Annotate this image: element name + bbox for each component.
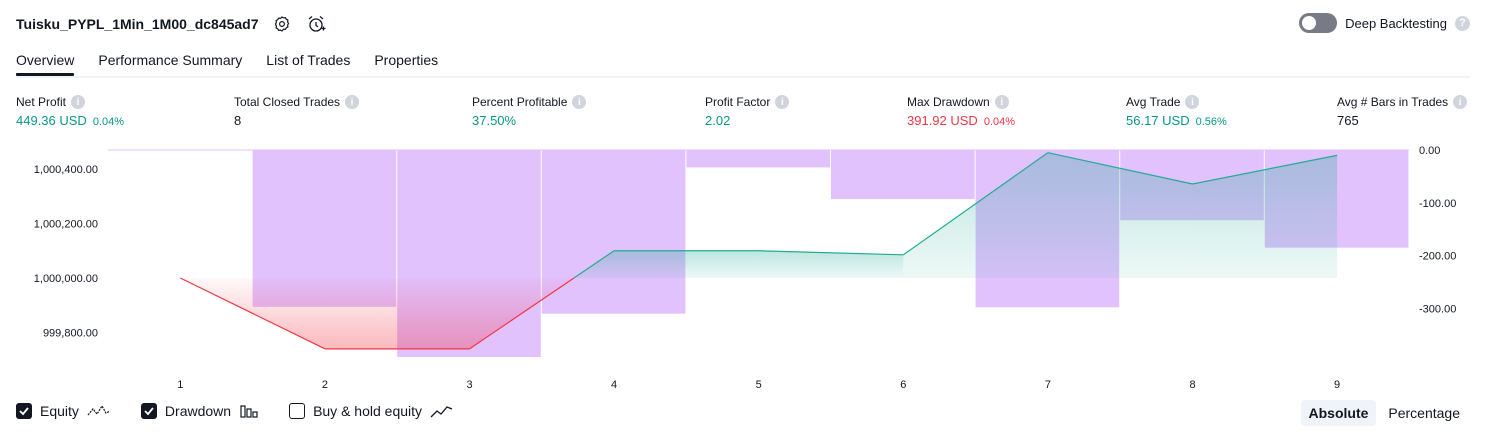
info-icon[interactable]: i [994,95,1009,109]
absolute-button[interactable]: Absolute [1300,400,1377,426]
equity-line-segment [902,152,1049,256]
equity-profit-area [758,250,904,278]
equity-profit-area [903,152,1048,278]
strategy-name: Tuisku_PYPL_1Min_1M00_dc845ad7 [16,16,259,32]
drawdown-bar [541,150,686,314]
legend-buy-hold-equity[interactable]: Buy & hold equity [289,403,454,419]
x-axis-tick: 9 [1334,379,1340,391]
x-axis-tick: 6 [900,379,906,391]
metric-avg-bars-in-trades: Avg # Bars in Trades i 765 [1337,94,1468,128]
metric-value: 2.02 [705,113,731,128]
equity-line-segment [758,250,904,256]
settings-icon[interactable] [271,13,293,35]
metric-avg-trade: Avg Trade i 56.17 USD 0.56% [1126,95,1227,128]
alarm-add-icon[interactable] [305,13,327,35]
x-axis-tick: 2 [322,379,328,391]
equity-loss-segment [180,277,326,350]
equity-profit-area [614,250,759,278]
x-axis-tick: 1 [177,379,183,391]
info-icon[interactable]: i [345,95,360,109]
metric-value: 56.17 USD [1126,113,1190,128]
metric-net-profit: Net Profit i 449.36 USD 0.04% [16,95,125,128]
metric-percent: 0.56% [1195,116,1227,128]
info-icon[interactable]: i [775,95,790,109]
metric-profit-factor: Profit Factor i 2.02 [705,94,790,128]
strategy-header: Tuisku_PYPL_1Min_1M00_dc845ad7 [16,10,327,38]
metric-percent: 0.04% [983,116,1016,128]
tab-bar: Overview Performance Summary List of Tra… [16,46,1470,78]
tab-list-of-trades[interactable]: List of Trades [266,52,351,68]
equity-loss-segment [469,277,575,350]
legend-equity[interactable]: Equity [16,403,111,419]
metric-total-closed-trades: Total Closed Trades i 8 [234,94,360,128]
help-icon[interactable]: ? [1455,15,1470,31]
metric-max-drawdown: Max Drawdown i 391.92 USD 0.04% [907,95,1016,128]
metric-percent: 0.04% [92,116,125,128]
tab-properties[interactable]: Properties [374,52,439,68]
tab-overview[interactable]: Overview [16,46,75,76]
metric-value: 37.50% [472,113,517,128]
info-icon[interactable]: i [1185,95,1200,109]
drawdown-bars-icon [240,405,258,418]
equity-line-icon [87,404,111,416]
x-axis-tick: 4 [611,379,617,391]
right-axis-tick: -300.00 [1419,303,1456,315]
equity-line-segment [573,250,615,279]
buy-hold-line-icon [430,406,453,418]
equity-line-segment [1192,154,1338,185]
equity-profit-area [1192,155,1338,278]
x-axis-tick: 3 [466,379,472,391]
metric-value: 391.92 USD [907,113,978,128]
right-axis-tick: -100.00 [1419,198,1456,210]
right-axis-tick: 0.00 [1419,145,1440,157]
tab-performance-summary[interactable]: Performance Summary [98,52,243,68]
drawdown-bar [686,150,830,168]
equity-profit-area [1047,152,1193,278]
metric-value: 765 [1337,113,1359,128]
drawdown-bar [831,150,975,200]
equity-checkbox[interactable] [16,403,32,419]
buy-hold-checkbox[interactable] [289,403,306,419]
left-axis-tick: 1,000,400.00 [34,164,98,176]
deep-backtesting-label: Deep Backtesting [1345,15,1447,31]
legend-drawdown[interactable]: Drawdown [140,403,259,419]
left-axis-tick: 1,000,200.00 [34,219,98,231]
info-icon[interactable]: i [572,95,587,109]
left-axis-tick: 999,800.00 [43,328,98,340]
info-icon[interactable]: i [71,95,86,109]
x-axis-tick: 7 [1045,379,1051,391]
left-axis-tick: 1,000,000.00 [34,273,98,285]
x-axis-tick: 8 [1189,379,1195,391]
metric-value: 8 [234,113,242,128]
equity-drawdown-chart: 1,000,400.00 1,000,200.00 1,000,000.00 999,… [34,145,1457,391]
drawdown-checkbox[interactable] [140,403,157,419]
metric-percent-profitable: Percent Profitable i 37.50% [472,94,587,128]
equity-loss-area [324,278,470,349]
metric-value: 449.36 USD [16,113,87,128]
scale-mode-switch: Absolute Percentage [1300,400,1469,426]
percentage-button[interactable]: Percentage [1388,405,1460,421]
x-axis-tick: 5 [756,379,762,391]
equity-line-segment [1047,152,1193,185]
chart-legend: Equity Drawdown Buy & hold equity [16,403,454,419]
deep-backtesting: Deep Backtesting ? [1299,13,1470,33]
right-axis-tick: -200.00 [1419,251,1456,263]
deep-backtesting-toggle[interactable] [1299,13,1338,33]
info-icon[interactable]: i [1453,95,1468,109]
